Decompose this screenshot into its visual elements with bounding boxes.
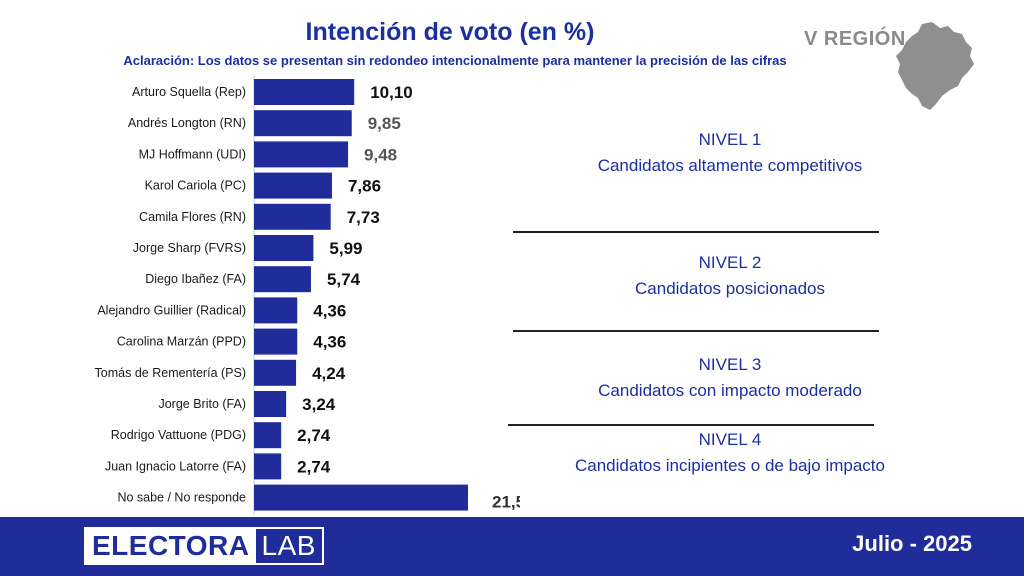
value-label: 7,73 [347, 208, 380, 227]
level-3-title: NIVEL 3 [698, 355, 762, 374]
level-divider [513, 231, 879, 233]
bar-chart: Arturo Squella (Rep) 10,10 Andrés Longton … [95, 75, 520, 515]
level-divider [513, 330, 879, 332]
level-3: NIVEL 3 Candidatos con impacto moderado [530, 355, 930, 401]
value-label: 3,24 [302, 395, 336, 414]
category-label: Jorge Sharp (FVRS) [133, 241, 246, 255]
category-label: No sabe / No responde [117, 491, 246, 505]
electoralab-logo: ELECTORA LAB [84, 527, 324, 565]
value-label: 4,24 [312, 364, 346, 383]
level-2: NIVEL 2 Candidatos posicionados [530, 253, 930, 299]
bar [254, 328, 298, 355]
level-2-desc: Candidatos posicionados [635, 279, 825, 298]
level-divider [508, 424, 874, 426]
region-map-icon [896, 22, 974, 110]
value-label: 5,74 [327, 270, 361, 289]
bar [254, 172, 332, 199]
level-4-desc: Candidatos incipientes o de bajo impacto [575, 456, 885, 475]
logo-text-right: LAB [261, 530, 316, 561]
bar [254, 391, 287, 417]
bar [254, 453, 282, 480]
value-label: 9,48 [364, 145, 397, 164]
category-label: Camila Flores (RN) [139, 210, 246, 224]
value-label: 4,36 [313, 301, 346, 320]
category-label: Andrés Longton (RN) [128, 116, 246, 130]
value-label: 7,86 [348, 177, 381, 196]
value-label: 9,85 [368, 114, 401, 133]
chart-title: Intención de voto (en %) [305, 18, 595, 46]
category-label: MJ Hoffmann (UDI) [139, 147, 246, 161]
bar [254, 141, 349, 168]
level-3-desc: Candidatos con impacto moderado [598, 381, 862, 400]
chart-subtitle: Aclaración: Los datos se presentan sin r… [123, 53, 787, 68]
report-date: Julio - 2025 [852, 531, 972, 556]
value-label: 10,10 [370, 83, 413, 102]
bar [254, 484, 468, 511]
value-label: 21,57 [492, 493, 520, 512]
level-2-title: NIVEL 2 [698, 253, 762, 272]
level-1-desc: Candidatos altamente competitivos [597, 156, 863, 175]
bar [254, 359, 297, 386]
category-label: Juan Ignacio Latorre (FA) [105, 459, 246, 473]
logo-text-left: ELECTORA [86, 529, 256, 563]
footer-bar: ELECTORA LAB Julio - 2025 [0, 517, 1024, 576]
category-label: Alejandro Guillier (Radical) [97, 303, 246, 317]
bar [254, 79, 355, 105]
value-label: 2,74 [297, 457, 331, 476]
category-label: Arturo Squella (Rep) [132, 85, 246, 99]
bar [254, 110, 352, 137]
category-label: Rodrigo Vattuone (PDG) [111, 428, 246, 442]
category-label: Karol Cariola (PC) [145, 179, 246, 193]
category-label: Carolina Marzán (PPD) [117, 335, 246, 349]
value-label: 4,36 [313, 333, 346, 352]
category-label: Diego Ibañez (FA) [145, 272, 246, 286]
level-4-title: NIVEL 4 [698, 430, 762, 449]
bar [254, 203, 331, 230]
value-label: 2,74 [297, 426, 331, 445]
bar [254, 422, 282, 449]
category-label: Tomás de Rementería (PS) [95, 366, 246, 380]
value-label: 5,99 [329, 239, 362, 258]
level-1: NIVEL 1 Candidatos altamente competitivo… [530, 130, 930, 176]
bar [254, 297, 298, 324]
level-4: NIVEL 4 Candidatos incipientes o de bajo… [530, 430, 930, 476]
category-label: Jorge Brito (FA) [158, 397, 246, 411]
bar [254, 266, 311, 293]
level-1-title: NIVEL 1 [698, 130, 762, 149]
bar [254, 235, 314, 261]
region-label: V REGIÓN [804, 28, 906, 50]
